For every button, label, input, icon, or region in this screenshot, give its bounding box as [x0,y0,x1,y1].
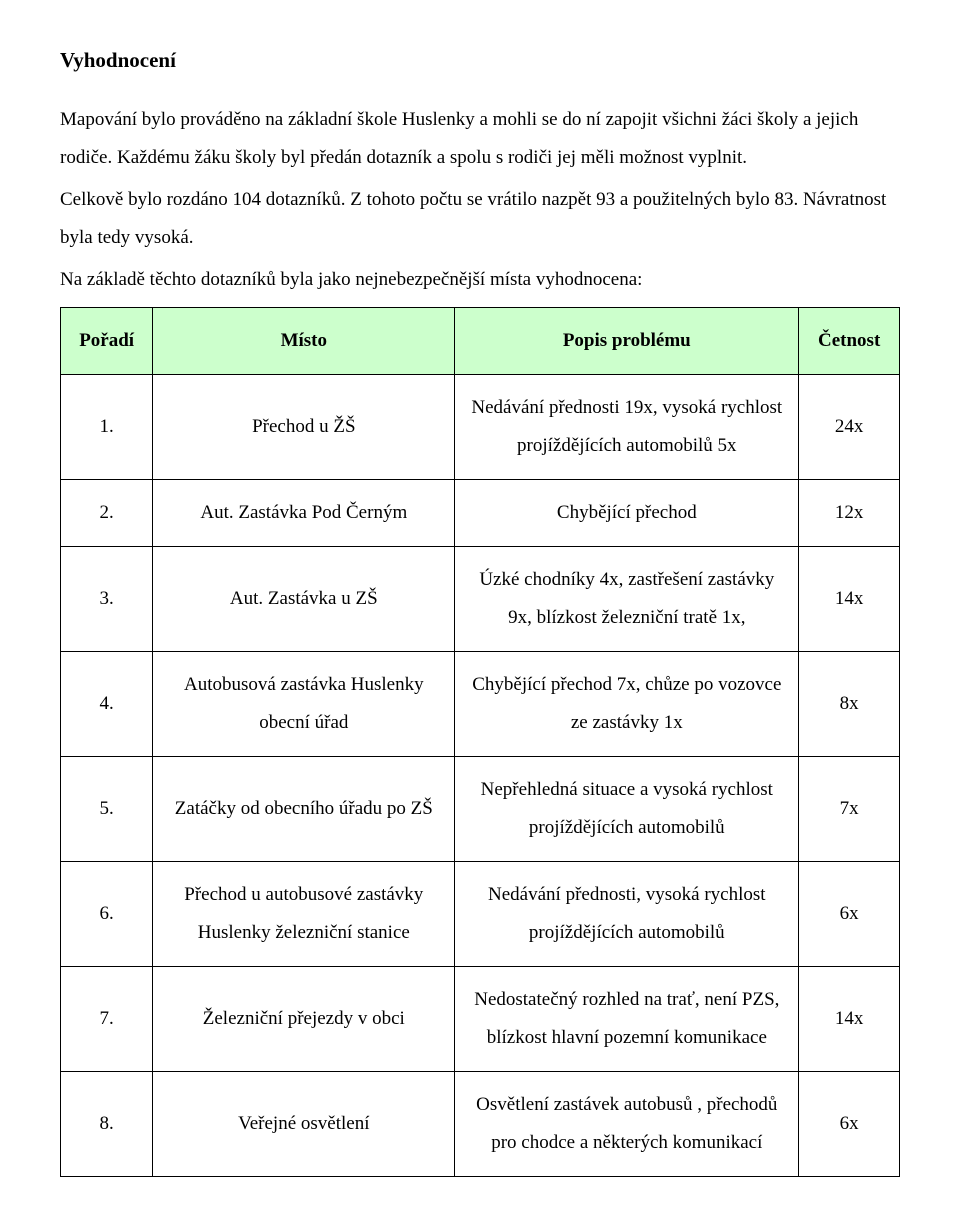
cell-count: 14x [799,967,900,1072]
cell-desc: Chybějící přechod 7x, chůze po vozovce z… [455,652,799,757]
col-header-place: Místo [153,308,455,375]
paragraph-1: Mapování bylo prováděno na základní škol… [60,101,900,177]
cell-count: 12x [799,480,900,547]
cell-desc: Nedávání přednosti, vysoká rychlost proj… [455,862,799,967]
table-row: 3.Aut. Zastávka u ZŠÚzké chodníky 4x, za… [61,547,900,652]
cell-place: Aut. Zastávka u ZŠ [153,547,455,652]
section-heading: Vyhodnocení [60,48,900,73]
cell-desc: Nedostatečný rozhled na trať, není PZS, … [455,967,799,1072]
table-row: 6.Přechod u autobusové zastávky Huslenky… [61,862,900,967]
table-row: 4.Autobusová zastávka Huslenky obecní úř… [61,652,900,757]
cell-order: 3. [61,547,153,652]
cell-count: 8x [799,652,900,757]
table-row: 5.Zatáčky od obecního úřadu po ZŠNepřehl… [61,757,900,862]
cell-place: Aut. Zastávka Pod Černým [153,480,455,547]
cell-place: Přechod u autobusové zastávky Huslenky ž… [153,862,455,967]
results-table: Pořadí Místo Popis problému Četnost 1.Př… [60,307,900,1177]
cell-count: 6x [799,862,900,967]
paragraph-3: Na základě těchto dotazníků byla jako ne… [60,261,900,299]
cell-desc: Úzké chodníky 4x, zastřešení zastávky 9x… [455,547,799,652]
paragraph-2: Celkově bylo rozdáno 104 dotazníků. Z to… [60,181,900,257]
cell-place: Železniční přejezdy v obci [153,967,455,1072]
cell-desc: Nepřehledná situace a vysoká rychlost pr… [455,757,799,862]
cell-order: 8. [61,1072,153,1177]
cell-order: 4. [61,652,153,757]
table-row: 8.Veřejné osvětleníOsvětlení zastávek au… [61,1072,900,1177]
col-header-count: Četnost [799,308,900,375]
cell-desc: Osvětlení zastávek autobusů , přechodů p… [455,1072,799,1177]
cell-place: Zatáčky od obecního úřadu po ZŠ [153,757,455,862]
cell-desc: Nedávání přednosti 19x, vysoká rychlost … [455,375,799,480]
cell-order: 1. [61,375,153,480]
cell-count: 24x [799,375,900,480]
cell-count: 7x [799,757,900,862]
cell-place: Přechod u ŽŠ [153,375,455,480]
table-header-row: Pořadí Místo Popis problému Četnost [61,308,900,375]
table-row: 1.Přechod u ŽŠNedávání přednosti 19x, vy… [61,375,900,480]
table-row: 2.Aut. Zastávka Pod ČernýmChybějící přec… [61,480,900,547]
col-header-desc: Popis problému [455,308,799,375]
cell-place: Autobusová zastávka Huslenky obecní úřad [153,652,455,757]
cell-place: Veřejné osvětlení [153,1072,455,1177]
table-row: 7.Železniční přejezdy v obciNedostatečný… [61,967,900,1072]
cell-desc: Chybějící přechod [455,480,799,547]
cell-count: 6x [799,1072,900,1177]
cell-count: 14x [799,547,900,652]
col-header-order: Pořadí [61,308,153,375]
cell-order: 7. [61,967,153,1072]
cell-order: 2. [61,480,153,547]
cell-order: 6. [61,862,153,967]
cell-order: 5. [61,757,153,862]
